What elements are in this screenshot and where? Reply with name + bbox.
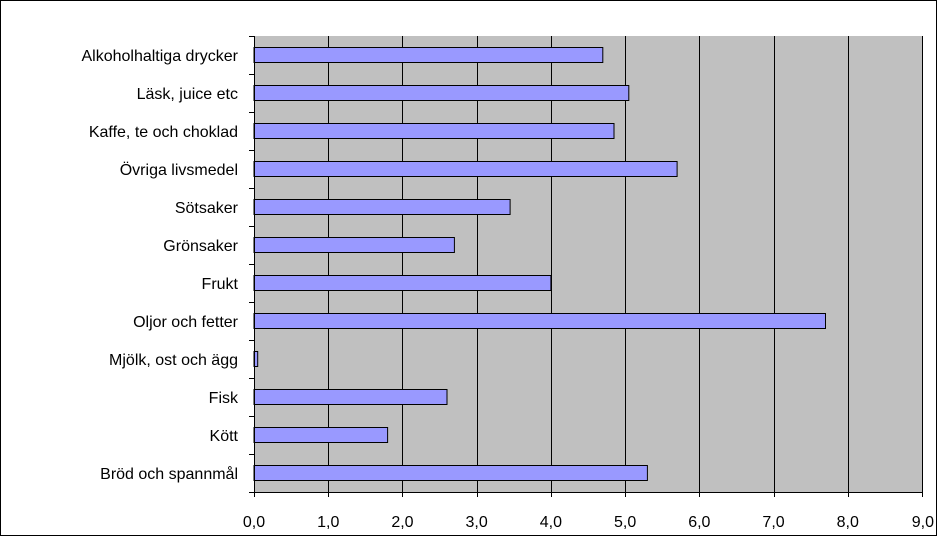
bar — [254, 428, 388, 443]
bar — [254, 390, 447, 405]
x-tick-label: 2,0 — [391, 514, 413, 531]
bar — [254, 200, 510, 215]
x-tick-label: 9,0 — [912, 514, 934, 531]
x-tick-label: 6,0 — [688, 514, 710, 531]
bar — [254, 238, 454, 253]
category-label: Oljor och fetter — [133, 314, 239, 331]
category-label: Kaffe, te och choklad — [89, 124, 238, 141]
bar — [254, 124, 614, 139]
bar — [254, 86, 629, 101]
bar — [254, 48, 603, 63]
x-tick-label: 5,0 — [614, 514, 636, 531]
category-label: Bröd och spannmål — [100, 465, 238, 483]
x-tick-label: 8,0 — [837, 514, 859, 531]
x-tick-label: 4,0 — [540, 514, 562, 531]
category-label: Kött — [210, 428, 239, 445]
x-tick-label: 0,0 — [243, 514, 265, 531]
category-label: Läsk, juice etc — [137, 86, 238, 103]
category-label: Sötsaker — [175, 200, 239, 217]
x-tick-label: 3,0 — [466, 514, 488, 531]
bar — [254, 162, 677, 177]
category-label: Alkoholhaltiga drycker — [81, 48, 238, 65]
plot-area — [254, 36, 922, 492]
x-tick-label: 1,0 — [317, 514, 339, 531]
bar — [254, 276, 551, 291]
category-label: Fisk — [209, 390, 239, 407]
bar — [254, 466, 647, 481]
bar — [254, 314, 826, 329]
category-label: Frukt — [202, 276, 239, 293]
category-label: Grönsaker — [163, 238, 238, 255]
category-label: Mjölk, ost och ägg — [109, 352, 238, 369]
x-tick-label: 7,0 — [762, 514, 784, 531]
category-label: Övriga livsmedel — [120, 161, 238, 179]
